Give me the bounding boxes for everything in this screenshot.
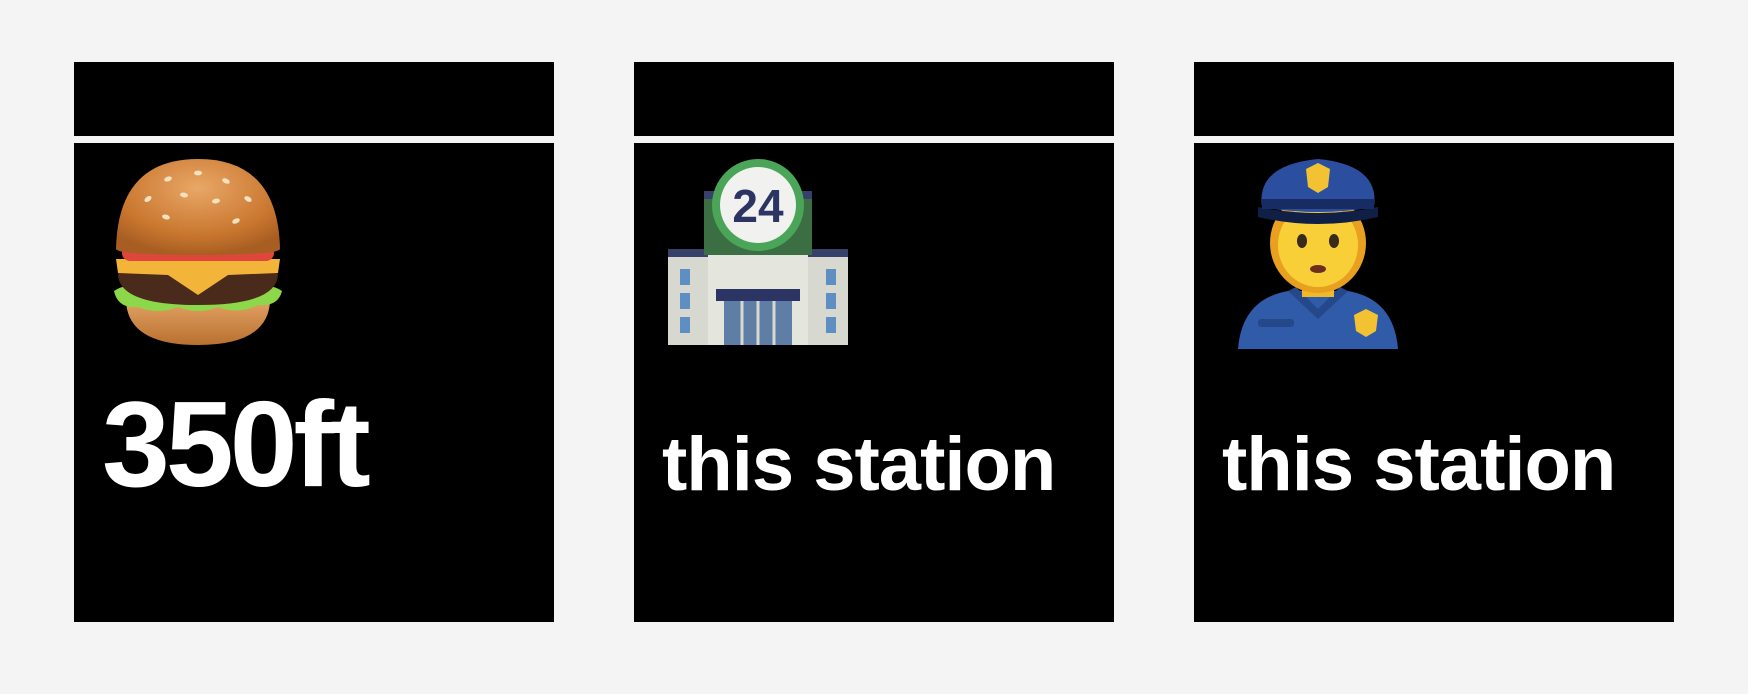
tile-text: 350ft [102, 376, 371, 512]
police-officer-icon [1228, 159, 1408, 349]
tile-header-bar [634, 62, 1114, 136]
tile-header-bar [74, 62, 554, 136]
hamburger-icon [108, 159, 288, 349]
svg-text:24: 24 [732, 180, 784, 232]
info-tile-police: this station [1194, 62, 1674, 622]
24-hour-store-building-icon: 24 [668, 159, 848, 349]
tile-text: this station [662, 422, 1056, 507]
tile-header-bar [1194, 62, 1674, 136]
info-tile-burger: 350ft [74, 62, 554, 622]
info-tile-store: 24 this station [634, 62, 1114, 622]
tile-body: 350ft [74, 143, 554, 622]
tile-body: 24 this station [634, 143, 1114, 622]
tile-text: this station [1222, 422, 1616, 507]
tile-body: this station [1194, 143, 1674, 622]
